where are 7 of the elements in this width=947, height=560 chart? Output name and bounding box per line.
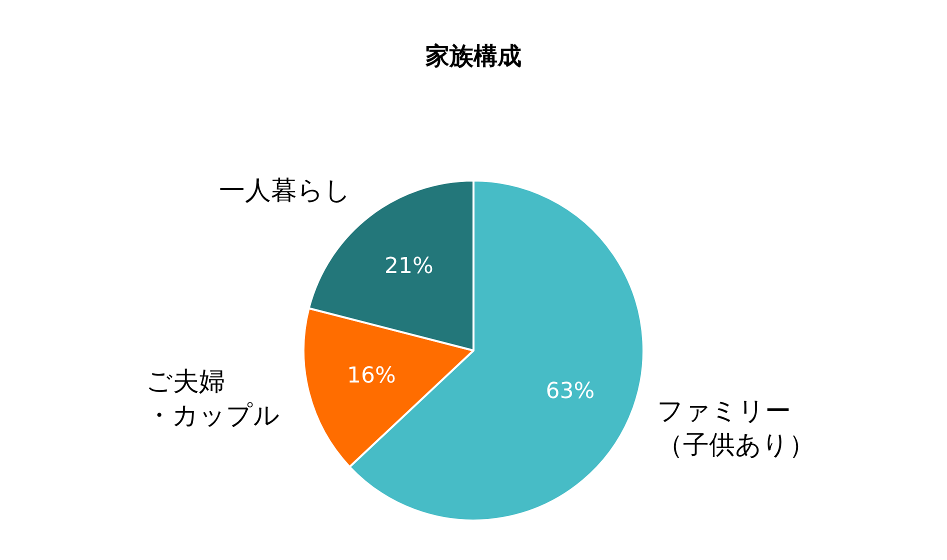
data-label: 16% [346, 363, 396, 388]
slice-label: 一人暮らし [218, 176, 351, 206]
data-label: 21% [384, 254, 434, 279]
slice-label: ファミリー（子供あり） [657, 396, 816, 461]
slice-label: ご夫婦・カップル [146, 366, 280, 431]
data-label: 63% [546, 379, 595, 404]
chart-title: 家族構成 [424, 42, 522, 70]
